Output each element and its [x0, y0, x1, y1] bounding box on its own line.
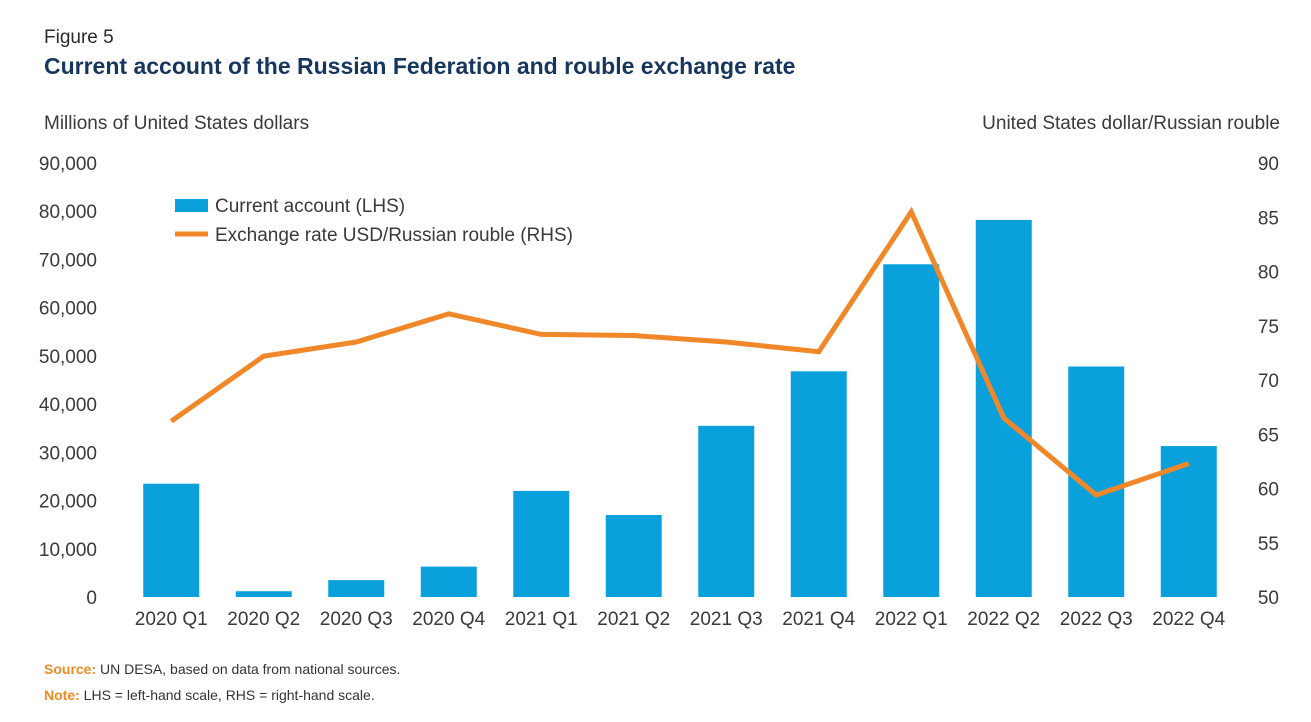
left-axis-title: Millions of United States dollars	[44, 113, 310, 134]
x-tick-label: 2021 Q4	[782, 609, 855, 630]
y-right-tick-label: 70	[1258, 371, 1279, 392]
y-right-tick-label: 75	[1258, 317, 1279, 338]
exchange-rate-line	[169, 206, 1190, 498]
y-left-tick-label: 40,000	[39, 395, 97, 416]
y-right-tick-label: 60	[1258, 480, 1279, 501]
right-axis-title: United States dollar/Russian rouble	[982, 113, 1280, 134]
x-tick-label: 2020 Q3	[320, 609, 393, 630]
note-text: LHS = left-hand scale, RHS = right-hand …	[79, 687, 375, 703]
figure-label: Figure 5	[44, 27, 114, 48]
bar	[883, 264, 940, 597]
bar	[698, 425, 755, 597]
x-tick-label: 2021 Q2	[597, 609, 670, 630]
x-tick-label: 2020 Q4	[412, 609, 485, 630]
source-note: Source: UN DESA, based on data from nati…	[44, 661, 400, 677]
y-right-tick-label: 90	[1258, 154, 1279, 175]
x-tick-label: 2022 Q2	[967, 609, 1040, 630]
y-left-tick-label: 30,000	[39, 443, 97, 464]
y-left-tick-label: 10,000	[39, 540, 97, 561]
y-left-tick-label: 70,000	[39, 250, 97, 271]
x-tick-label: 2021 Q3	[690, 609, 763, 630]
bar	[513, 490, 570, 597]
y-right-tick-label: 50	[1258, 588, 1279, 609]
bar	[975, 219, 1032, 597]
bar	[143, 483, 200, 597]
x-tick-label: 2022 Q1	[875, 609, 948, 630]
bar	[235, 591, 292, 597]
x-tick-label: 2022 Q3	[1060, 609, 1133, 630]
y-left-tick-label: 60,000	[39, 299, 97, 320]
x-tick-label: 2021 Q1	[505, 609, 578, 630]
x-tick-label: 2022 Q4	[1152, 609, 1225, 630]
bar	[605, 515, 662, 597]
y-left-tick-label: 90,000	[39, 154, 97, 175]
source-label: Source:	[44, 661, 97, 677]
bar	[328, 580, 385, 597]
legend-swatch-bar	[175, 199, 208, 212]
bar	[420, 566, 477, 597]
y-right-tick-label: 55	[1258, 534, 1279, 555]
x-tick-label: 2020 Q1	[135, 609, 208, 630]
note: Note: LHS = left-hand scale, RHS = right…	[44, 687, 375, 703]
legend-label-exchange-rate: Exchange rate USD/Russian rouble (RHS)	[215, 225, 573, 246]
y-right-tick-label: 80	[1258, 263, 1279, 284]
note-label: Note:	[44, 687, 80, 703]
y-right-tick-label: 65	[1258, 425, 1279, 446]
y-left-tick-label: 50,000	[39, 347, 97, 368]
y-left-tick-label: 0	[86, 588, 97, 609]
figure-title: Current account of the Russian Federatio…	[44, 53, 796, 79]
legend-label-current-account: Current account (LHS)	[215, 196, 405, 217]
x-tick-label: 2020 Q2	[227, 609, 300, 630]
bar	[790, 371, 847, 597]
y-right-tick-label: 85	[1258, 208, 1279, 229]
y-left-tick-label: 20,000	[39, 492, 97, 513]
y-left-tick-label: 80,000	[39, 202, 97, 223]
source-text: UN DESA, based on data from national sou…	[96, 661, 401, 677]
